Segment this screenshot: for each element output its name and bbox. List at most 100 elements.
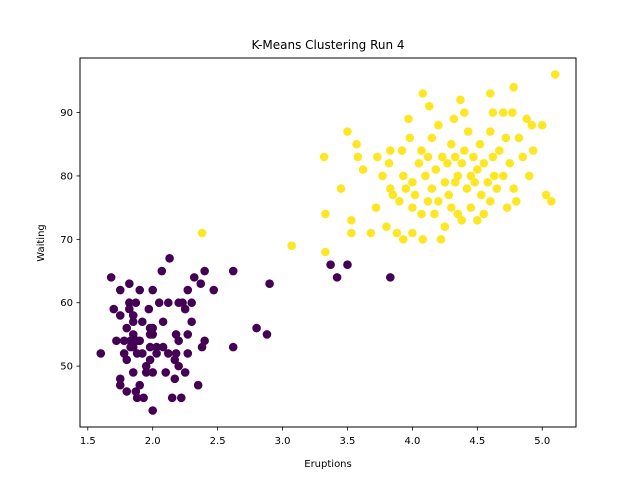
data-point — [319, 152, 329, 162]
data-point — [473, 216, 482, 225]
data-point — [417, 146, 426, 155]
x-tick-label: 5.0 — [534, 436, 550, 447]
data-point — [418, 235, 428, 244]
data-point — [321, 209, 330, 219]
data-point — [492, 184, 502, 193]
data-point — [187, 317, 196, 327]
data-point — [109, 304, 119, 314]
data-point — [443, 158, 452, 168]
data-point — [96, 349, 106, 358]
data-point — [170, 374, 180, 384]
data-point — [460, 146, 469, 155]
data-point — [470, 177, 480, 187]
data-point — [508, 108, 517, 117]
y-axis: 50 60 70 80 90 — [60, 108, 80, 373]
data-point — [138, 349, 147, 358]
data-point — [358, 165, 368, 174]
data-point — [125, 279, 134, 289]
data-point — [423, 152, 433, 162]
data-point — [457, 216, 467, 225]
data-point — [148, 323, 158, 333]
data-point — [139, 393, 148, 403]
data-point — [106, 273, 116, 282]
data-point — [161, 368, 170, 377]
data-point — [171, 349, 181, 358]
data-point — [128, 317, 138, 327]
data-point — [473, 165, 482, 174]
data-point — [440, 177, 450, 187]
data-point — [128, 368, 138, 377]
data-point — [167, 393, 177, 403]
data-point — [163, 349, 173, 358]
data-point — [495, 146, 504, 155]
data-point — [417, 209, 426, 219]
chart-title: K-Means Clustering Run 4 — [251, 38, 404, 52]
data-point — [157, 266, 167, 276]
data-point — [399, 235, 408, 244]
data-point — [141, 361, 151, 371]
data-point — [228, 342, 238, 352]
data-point — [148, 285, 158, 295]
data-point — [463, 127, 473, 136]
data-point — [115, 380, 125, 390]
data-point — [421, 171, 430, 181]
data-point — [158, 342, 168, 352]
data-point — [122, 323, 132, 333]
data-point — [115, 374, 125, 384]
data-point — [347, 216, 356, 225]
data-point — [476, 190, 486, 200]
data-point — [135, 336, 145, 346]
data-point — [183, 330, 193, 339]
y-tick-label: 60 — [60, 298, 73, 309]
data-point — [141, 368, 151, 377]
x-tick-label: 3.0 — [275, 436, 291, 447]
data-point — [174, 336, 183, 346]
data-point — [189, 273, 199, 282]
data-point — [158, 317, 168, 327]
data-point — [466, 203, 476, 212]
data-point — [183, 285, 193, 295]
data-point — [450, 152, 460, 162]
data-point — [457, 158, 467, 168]
data-point — [447, 139, 456, 149]
data-point — [174, 361, 183, 371]
data-point — [287, 241, 296, 250]
data-point — [138, 317, 147, 327]
points-layer — [96, 70, 560, 415]
data-point — [382, 222, 391, 231]
data-point — [547, 196, 556, 206]
data-point — [148, 330, 158, 339]
data-point — [514, 133, 524, 143]
data-point — [427, 133, 437, 143]
data-point — [488, 108, 498, 117]
data-point — [541, 190, 551, 200]
data-point — [392, 228, 402, 238]
data-point — [326, 260, 335, 269]
data-point — [200, 336, 209, 346]
data-point — [384, 158, 394, 168]
data-point — [408, 177, 417, 187]
data-point — [489, 171, 499, 181]
x-axis: 1.5 2.0 2.5 3.0 3.5 4.0 4.5 5.0 — [80, 427, 550, 447]
data-point — [486, 89, 495, 98]
data-point — [332, 273, 342, 282]
data-point — [352, 139, 361, 149]
data-point — [144, 304, 154, 314]
data-point — [528, 146, 538, 155]
data-point — [479, 158, 489, 168]
data-point — [373, 152, 382, 162]
data-point — [397, 146, 407, 155]
data-point — [456, 95, 465, 105]
data-point — [148, 368, 158, 377]
x-axis-label: Eruptions — [304, 459, 351, 470]
y-tick-label: 90 — [60, 108, 73, 119]
data-point — [148, 406, 158, 415]
data-point — [209, 285, 219, 295]
data-point — [537, 120, 547, 130]
data-point — [353, 152, 363, 162]
data-point — [410, 190, 420, 200]
data-point — [498, 108, 508, 117]
data-point — [165, 254, 174, 263]
